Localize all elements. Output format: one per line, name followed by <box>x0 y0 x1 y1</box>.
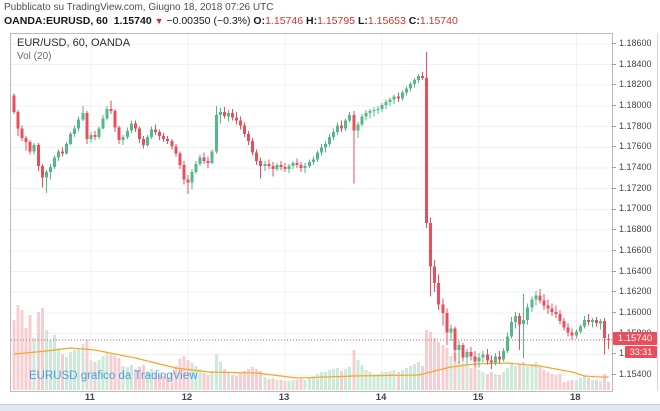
time-tick-label: 12 <box>181 392 193 403</box>
chart-canvas: EUR/USD, 60, OANDA Vol (20) EURUSD grafi… <box>10 33 613 392</box>
low-value: 1.15653 <box>367 15 406 27</box>
high-label: H: <box>305 15 318 27</box>
price-change: −0.00350 (−0.3%) <box>166 15 251 27</box>
price-tick-label: 1.18200 <box>612 79 652 89</box>
time-tick-label: 15 <box>472 392 484 403</box>
price-tick-label: 1.18400 <box>612 59 652 69</box>
price-tick-label: 1.16400 <box>612 266 652 276</box>
image-right-border <box>657 33 658 391</box>
price-tick-label: 1.17200 <box>612 183 652 193</box>
price-tick-label: 1.16000 <box>612 307 652 317</box>
down-arrow-icon: ▼ <box>154 16 164 26</box>
volume-legend: Vol (20) <box>17 51 52 62</box>
symbol-legend: EUR/USD, 60, OANDA <box>17 37 131 49</box>
price-tick-label: 1.16200 <box>612 286 652 296</box>
high-value: 1.15795 <box>317 15 356 27</box>
price-tick-label: 1.15400 <box>612 369 652 379</box>
price-tick-label: 1.16600 <box>612 245 652 255</box>
candlestick-volume-plot <box>11 34 612 391</box>
price-axis: 1.15740 33:31 1.18600 1.18400 1.18200 1.180… <box>612 33 660 392</box>
symbol-name: OANDA:EURUSD, 60 <box>4 15 108 27</box>
open-value: 1.15746 <box>265 15 304 27</box>
watermark: EURUSD grafico da TradingView <box>29 370 198 382</box>
close-label: C: <box>408 15 420 27</box>
time-axis: 11 12 13 14 15 18 <box>10 392 612 405</box>
price-tick-label: 1.17800 <box>612 121 652 131</box>
price-tick-label: 1.17600 <box>612 141 652 151</box>
close-value: 1.15740 <box>419 15 458 27</box>
price-tick-label: 1.17000 <box>612 203 652 213</box>
low-label: L: <box>357 15 368 27</box>
open-label: O: <box>253 15 266 27</box>
time-tick-label: 14 <box>375 392 387 403</box>
last-price: 1.15740 <box>113 15 152 27</box>
time-tick-label: 13 <box>278 392 290 403</box>
last-price-badge: 1.15740 <box>613 331 657 345</box>
price-tick-label: 1.18600 <box>612 38 652 48</box>
price-tick-label: 1.17400 <box>612 162 652 172</box>
symbol-ohlc-bar: OANDA:EURUSD, 60 1.15740 ▼ −0.00350 (−0.… <box>4 15 458 27</box>
countdown-badge: 33:31 <box>625 345 657 358</box>
published-caption: Pubblicato su TradingView.com, Giugno 18… <box>4 2 274 13</box>
price-tick-label: 1.18000 <box>612 100 652 110</box>
page-bottom-strip <box>0 404 660 411</box>
time-tick-label: 11 <box>84 392 95 403</box>
price-tick-label: 1.16800 <box>612 224 652 234</box>
time-tick-label: 18 <box>570 392 581 403</box>
